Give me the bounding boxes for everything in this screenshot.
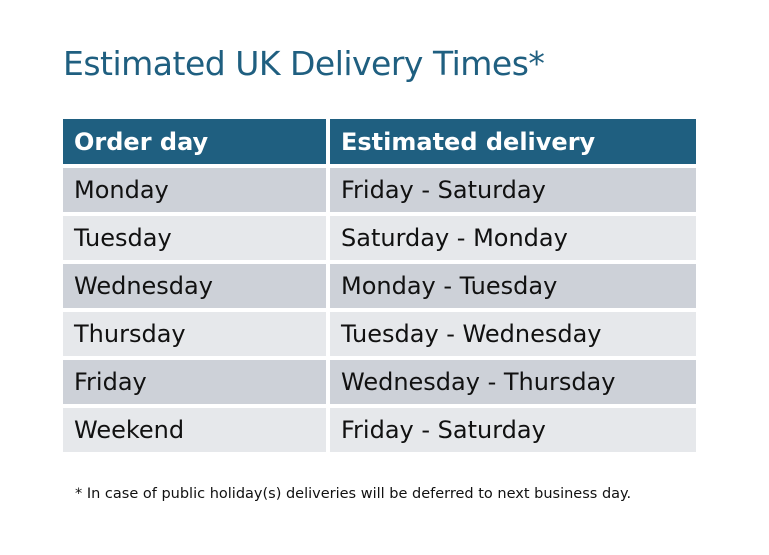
estimated-delivery-cell: Saturday - Monday — [330, 216, 696, 260]
table-row: Thursday Tuesday - Wednesday — [63, 312, 696, 356]
order-day-cell: Tuesday — [63, 216, 326, 260]
table-row: Monday Friday - Saturday — [63, 168, 696, 212]
footnote: * In case of public holiday(s) deliverie… — [75, 486, 632, 502]
table-row: Weekend Friday - Saturday — [63, 408, 696, 452]
table-row: Wednesday Monday - Tuesday — [63, 264, 696, 308]
estimated-delivery-cell: Tuesday - Wednesday — [330, 312, 696, 356]
table-header-row: Order day Estimated delivery — [63, 119, 696, 164]
delivery-times-table: Order day Estimated delivery Monday Frida… — [59, 115, 700, 456]
order-day-cell: Monday — [63, 168, 326, 212]
order-day-cell: Weekend — [63, 408, 326, 452]
order-day-cell: Wednesday — [63, 264, 326, 308]
column-header-estimated-delivery: Estimated delivery — [330, 119, 696, 164]
estimated-delivery-cell: Wednesday - Thursday — [330, 360, 696, 404]
estimated-delivery-cell: Friday - Saturday — [330, 168, 696, 212]
table-row: Friday Wednesday - Thursday — [63, 360, 696, 404]
page-title: Estimated UK Delivery Times* — [63, 44, 545, 83]
order-day-cell: Thursday — [63, 312, 326, 356]
estimated-delivery-cell: Monday - Tuesday — [330, 264, 696, 308]
table-row: Tuesday Saturday - Monday — [63, 216, 696, 260]
column-header-order-day: Order day — [63, 119, 326, 164]
estimated-delivery-cell: Friday - Saturday — [330, 408, 696, 452]
order-day-cell: Friday — [63, 360, 326, 404]
